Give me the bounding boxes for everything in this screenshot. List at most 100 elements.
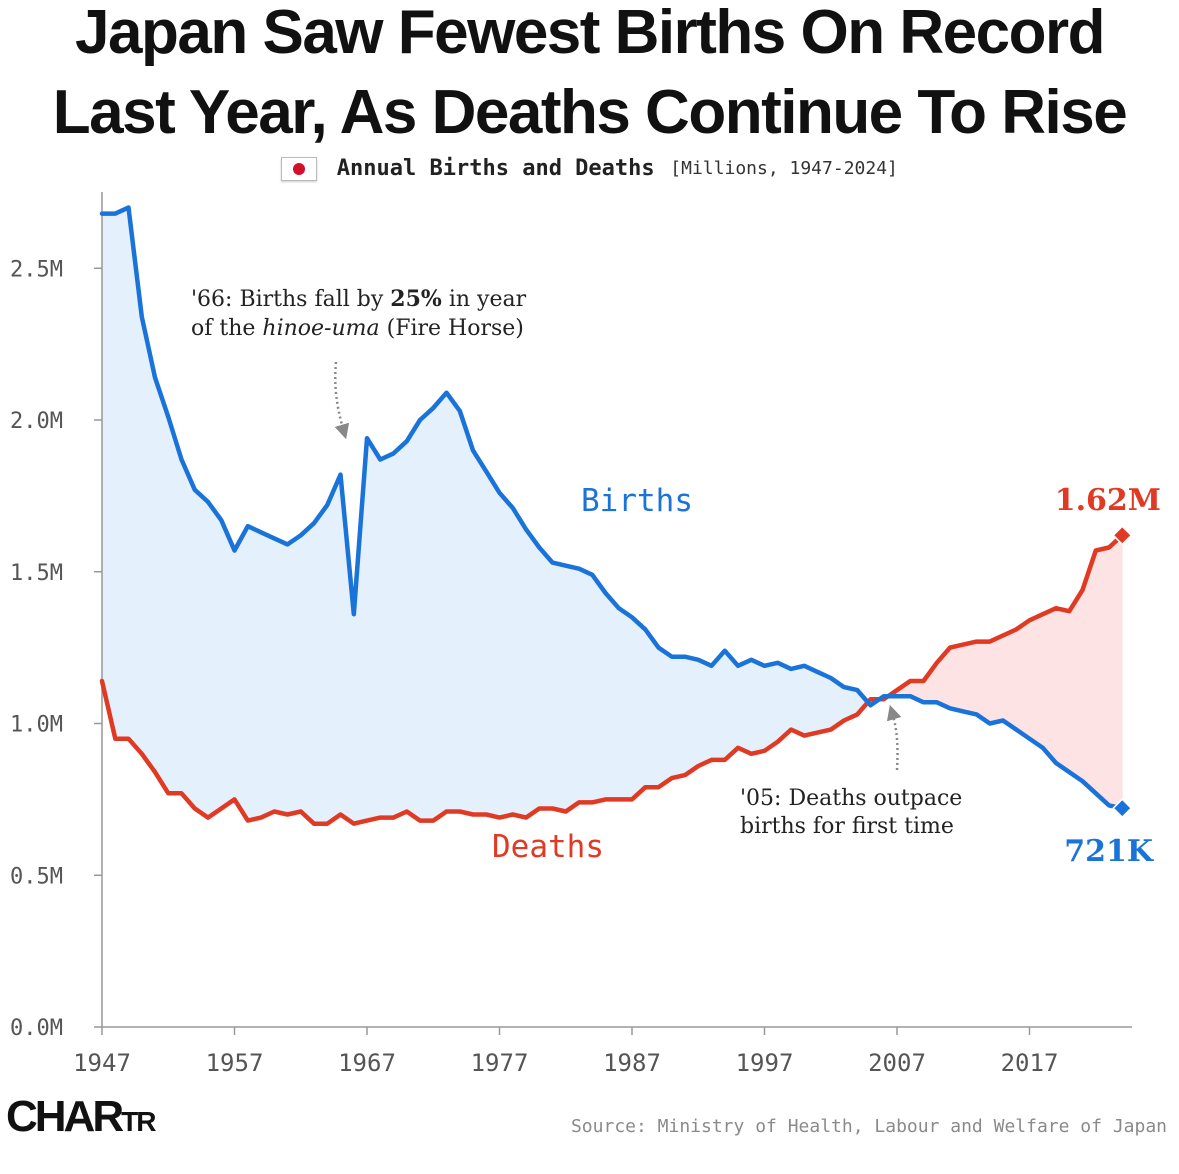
births-surplus-fill (273, 537, 288, 815)
births-surplus-fill (446, 391, 461, 812)
births-surplus-fill (671, 656, 686, 779)
births-surplus-fill (538, 546, 553, 809)
births-surplus-fill (313, 504, 328, 824)
deaths-surplus-fill (1042, 607, 1057, 764)
annotation-crossover-arrow (886, 704, 902, 771)
births-surplus-fill (366, 437, 381, 821)
births-surplus-fill (605, 592, 620, 800)
births-surplus-fill (154, 377, 169, 795)
x-tick-label: 1947 (73, 1049, 131, 1077)
births-surplus-fill (512, 506, 527, 818)
annotation-fire-horse-line1: '66: Births fall by 25% in year (191, 286, 527, 312)
births-surplus-fill (790, 665, 805, 737)
births-surplus-fill (724, 649, 739, 761)
subtitle-range: [Millions, 1947-2024] (670, 158, 898, 179)
japan-flag-icon (281, 156, 318, 181)
page-title-line1: Japan Saw Fewest Births On Record (75, 0, 1105, 67)
deaths-surplus-fill (1055, 607, 1070, 773)
end-markers (1112, 525, 1133, 819)
deaths-surplus-fill (962, 641, 977, 715)
deaths-end-marker (1112, 525, 1133, 546)
births-surplus-fill (711, 649, 726, 761)
deaths-series-label: Deaths (492, 829, 604, 865)
births-surplus-fill (618, 607, 633, 800)
axes: 0.0M 0.5M 1.0M 1.5M 2.0M 2.5M 1947 1957 1967 1977… (10, 192, 1132, 1077)
y-tick-label: 1.5M (10, 561, 63, 586)
births-surplus-fill (750, 659, 765, 755)
births-surplus-fill (631, 616, 646, 801)
births-end-marker (1112, 798, 1133, 819)
births-surplus-fill (181, 459, 196, 810)
births-surplus-fill (525, 528, 540, 819)
deaths-line (99, 533, 1125, 826)
births-surplus-fill (485, 470, 500, 818)
annotation-crossover-line1: '05: Deaths outpace (740, 786, 962, 811)
deaths-surplus-fill (1108, 534, 1123, 809)
chartr-logo: CHARTR (6, 1092, 156, 1141)
births-end-label: 721K (1064, 834, 1154, 869)
births-surplus-fill (684, 656, 699, 776)
births-surplus-fill (803, 665, 818, 737)
deaths-surplus-fill (989, 635, 1004, 724)
births-surplus-fill (432, 391, 447, 822)
annotation-fire-horse-arrow (334, 361, 350, 440)
x-tick-label: 1967 (338, 1049, 396, 1077)
births-surplus-fill (326, 474, 341, 825)
x-tick-label: 1957 (206, 1049, 264, 1077)
births-surplus-fill (578, 568, 593, 803)
births-surplus-fill (459, 410, 474, 815)
deaths-surplus-fill (1002, 628, 1017, 731)
y-tick-label: 0.5M (10, 864, 63, 889)
births-surplus-fill (565, 565, 580, 813)
births-surplus-fill (234, 526, 249, 822)
x-tick-label: 2007 (868, 1049, 926, 1077)
births-surplus-fill (167, 416, 182, 794)
chart-subtitle: Annual Births and Deaths [Millions, 1947… (0, 156, 1179, 181)
births-surplus-fill (260, 531, 275, 819)
births-surplus-fill (220, 520, 235, 810)
deaths-surplus-fill (949, 644, 964, 712)
births-surplus-fill (644, 628, 659, 788)
births-surplus-fill (737, 659, 752, 755)
births-surplus-fill (658, 647, 673, 788)
y-tick-label: 1.0M (10, 713, 63, 738)
y-tick-label: 2.0M (10, 409, 63, 434)
births-surplus-fill (287, 534, 302, 815)
births-surplus-fill (101, 213, 116, 739)
births-series-label: Births (581, 483, 693, 519)
deaths-surplus-fill (1029, 613, 1044, 749)
y-tick-label: 2.5M (10, 257, 63, 282)
deaths-surplus-fill (1068, 588, 1083, 782)
births-surplus-fill (697, 659, 712, 767)
births-surplus-fill (406, 418, 421, 822)
source-note: Source: Ministry of Health, Labour and W… (570, 1116, 1167, 1137)
births-surplus-fill (114, 207, 129, 739)
births-surplus-fill (353, 438, 368, 825)
births-surplus-fill (817, 671, 832, 733)
births-surplus-fill (591, 573, 606, 803)
series-lines (99, 205, 1125, 826)
x-tick-label: 1977 (471, 1049, 529, 1077)
births-surplus-fill (419, 407, 434, 821)
births-surplus-fill (194, 489, 209, 819)
annotation-fire-horse-line2: of the hinoe-uma (Fire Horse) (191, 316, 524, 341)
deaths-surplus-fill (1095, 547, 1110, 807)
deaths-surplus-fill (1015, 619, 1030, 740)
x-tick-label: 1997 (736, 1049, 794, 1077)
births-line (99, 205, 1125, 811)
subtitle-main: Annual Births and Deaths (336, 156, 655, 181)
births-surplus-fill (141, 316, 156, 773)
births-surplus-fill (552, 562, 567, 812)
x-tick-label: 1987 (603, 1049, 661, 1077)
births-surplus-fill (207, 501, 222, 819)
births-surplus-fill (247, 525, 262, 821)
page-title-line2: Last Year, As Deaths Continue To Rise (52, 78, 1128, 147)
deaths-surplus-fill (976, 641, 991, 725)
deaths-end-label: 1.62M (1055, 483, 1161, 518)
births-surplus-fill (393, 440, 408, 819)
births-surplus-fill (472, 449, 487, 815)
births-surplus-fill (300, 522, 315, 825)
y-tick-label: 0.0M (10, 1016, 63, 1041)
annotation-crossover-line2: births for first time (740, 814, 954, 839)
